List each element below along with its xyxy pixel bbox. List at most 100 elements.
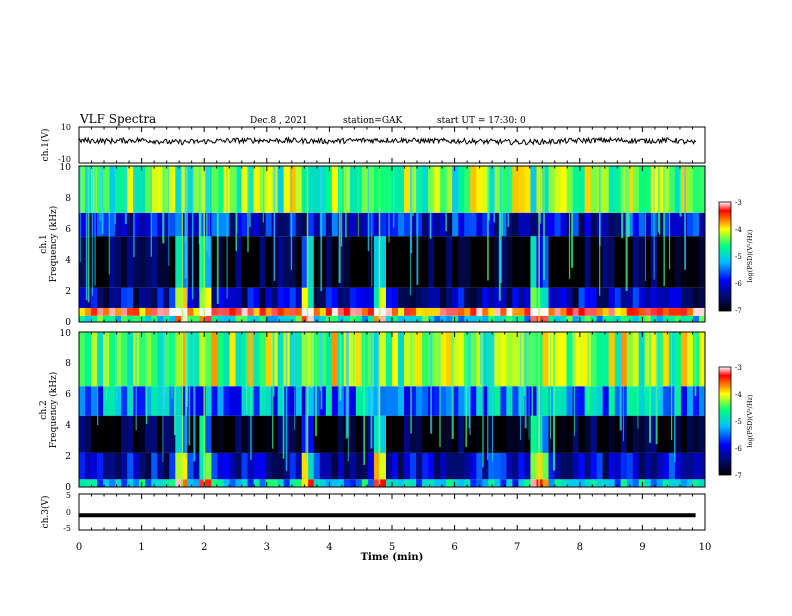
spectrogram-cell [416,315,423,322]
spectrogram-cell [355,386,363,416]
spectrogram-cell [85,307,92,316]
spectrogram-cell [692,386,700,416]
spectrogram-cell [349,236,357,288]
spectrogram-cell [187,332,194,387]
spectrogram-cell [404,236,411,288]
spectrogram-cell [692,479,700,487]
spectrogram-cell [614,452,622,480]
spectrogram-cell [241,287,248,308]
spectrogram-cell [355,332,363,387]
spectrogram-cell [265,386,273,416]
spectrogram-cell [169,332,176,387]
spectrogram-cell [500,479,507,487]
spectrogram-cell [283,212,291,237]
spectrogram-cell [398,166,405,213]
spectrogram-cell [157,415,164,453]
spectrogram-cell [692,315,700,322]
spectrogram-cell [464,386,471,416]
spectrogram-cell [331,415,339,453]
spectrogram-cell [151,332,158,387]
spectrogram-cell [259,315,266,322]
spectrogram-cell [608,386,616,416]
spectrogram-cell [199,452,206,480]
spectrogram-cell [235,315,242,322]
spectrogram-cell [181,236,188,288]
spectrogram-cell [355,287,363,308]
spectrogram-cell [644,315,652,322]
spectrogram-cell [458,236,465,288]
spectrogram-cell [361,212,369,237]
spectrogram-cell [614,307,622,316]
spectrogram-cell [253,315,260,322]
spectrogram-cell [307,307,315,316]
spectrogram-cell [325,452,333,480]
spectrogram-cell [319,236,327,288]
spectrogram-cell [259,212,266,237]
spectrogram-cell [452,415,459,453]
spectrogram-cell [602,236,610,288]
spectrogram-cell [452,236,459,288]
spectrogram-cell [379,212,387,237]
spectrogram-cell [331,479,339,487]
spectrogram-cell [542,236,549,288]
ch2-ytick-10: 10 [60,329,72,339]
spectrogram-cell [139,315,146,322]
spectrogram-cell [698,415,706,453]
spectrogram-cell [674,479,682,487]
spectrogram-cell [440,166,447,213]
spectrogram-cell [620,452,628,480]
spectrogram-cell [139,307,146,316]
spectrogram-cell [668,307,676,316]
spectrogram-cell [548,415,555,453]
spectrogram-cell [241,315,248,322]
spectrogram-cell [632,287,640,308]
spectrogram-cell [343,315,351,322]
spectrogram-cell [385,307,393,316]
spectrogram-cell [307,452,315,480]
spectrogram-cell [217,415,224,453]
spectrogram-cell [686,166,694,213]
spectrogram-cell [253,415,260,453]
spectrogram-cell [464,315,471,322]
spectrogram-cell [596,287,604,308]
spectrogram-cell [494,307,501,316]
spectrogram-cell [518,479,525,487]
spectrogram-cell [464,307,471,316]
spectrogram-cell [602,479,610,487]
spectrogram-cell [307,386,315,416]
spectrogram-cell [115,386,122,416]
spectrogram-cell [632,452,640,480]
spectrogram-cell [259,332,266,387]
spectrogram-cell [169,236,176,288]
spectrogram-cell [590,212,598,237]
spectrogram-cell [512,332,519,387]
spectrogram-cell [151,212,158,237]
spectrogram-cell [103,212,110,237]
ch1-waveform-trace [78,136,697,146]
spectrogram-cell [133,452,140,480]
spectrogram-cell [632,479,640,487]
spectrogram-cell [590,166,598,213]
spectrogram-cell [193,386,200,416]
spectrogram-cell [422,236,429,288]
spectrogram-cell [211,452,218,480]
spectrogram-cell [229,315,236,322]
spectrogram-cell [217,452,224,480]
spectrogram-cell [79,307,86,316]
spectrogram-cell [355,315,363,322]
spectrogram-cell [602,315,610,322]
spectrogram-cell [157,236,164,288]
spectrogram-cell [524,386,531,416]
spectrogram-cell [253,166,260,213]
spectrogram-cell [500,287,507,308]
spectrogram-cell [506,386,513,416]
spectrogram-cell [440,287,447,308]
spectrogram-cell [289,166,297,213]
spectrogram-cell [283,287,291,308]
spectrogram-cell [241,236,248,288]
spectrogram-cell [392,307,399,316]
spectrogram-cell [698,236,706,288]
spectrogram-cell [115,212,122,237]
spectrogram-cell [379,386,387,416]
